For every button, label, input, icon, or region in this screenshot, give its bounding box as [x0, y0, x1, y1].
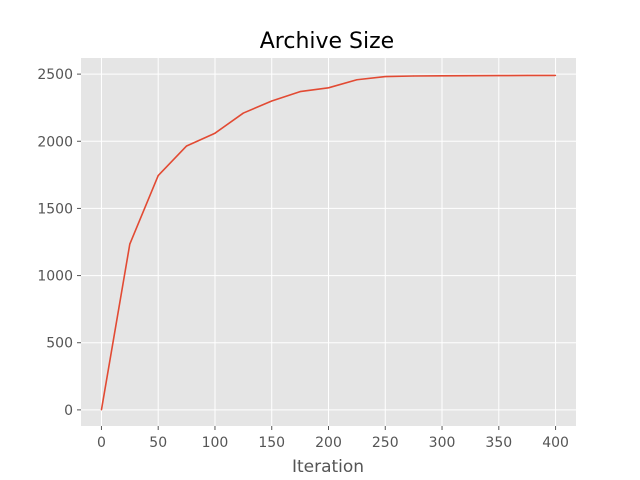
- data-point: [185, 145, 188, 147]
- series-group: [100, 74, 557, 411]
- data-point: [242, 112, 244, 114]
- x-axis-label: Iteration: [292, 457, 364, 477]
- x-axis-ticks: 0 50 100 150 200 250 300 350 400: [97, 426, 569, 451]
- x-tick-label: 200: [315, 435, 342, 451]
- data-point: [554, 74, 557, 77]
- x-tick-label: 50: [149, 435, 167, 451]
- grid: [81, 58, 576, 426]
- x-tick-label: 0: [97, 435, 106, 451]
- data-point: [356, 79, 358, 81]
- data-point: [413, 75, 415, 77]
- x-tick-label: 300: [429, 435, 456, 451]
- data-point: [327, 87, 330, 89]
- data-point: [100, 409, 103, 411]
- x-tick-label: 400: [542, 435, 569, 451]
- data-point: [469, 75, 472, 77]
- x-tick-label: 100: [202, 435, 229, 451]
- data-point: [526, 74, 528, 77]
- data-point: [299, 90, 301, 93]
- y-tick-label: 2500: [37, 67, 73, 83]
- data-point: [129, 243, 131, 245]
- data-point: [498, 74, 500, 77]
- data-point: [441, 75, 443, 77]
- x-tick-label: 150: [258, 435, 285, 451]
- y-tick-label: 500: [46, 336, 73, 352]
- data-point: [271, 100, 273, 102]
- data-point: [384, 75, 386, 78]
- data-point: [157, 174, 159, 177]
- y-tick-label: 0: [64, 403, 73, 419]
- data-point: [214, 132, 216, 134]
- chart-title: Archive Size: [260, 29, 394, 54]
- y-axis-ticks: 0 500 1000 1500 2000 2500: [37, 67, 81, 419]
- y-tick-label: 2000: [37, 134, 73, 150]
- x-tick-label: 250: [372, 435, 399, 451]
- y-tick-label: 1500: [37, 201, 73, 217]
- y-tick-label: 1000: [37, 269, 73, 285]
- x-tick-label: 350: [485, 435, 512, 451]
